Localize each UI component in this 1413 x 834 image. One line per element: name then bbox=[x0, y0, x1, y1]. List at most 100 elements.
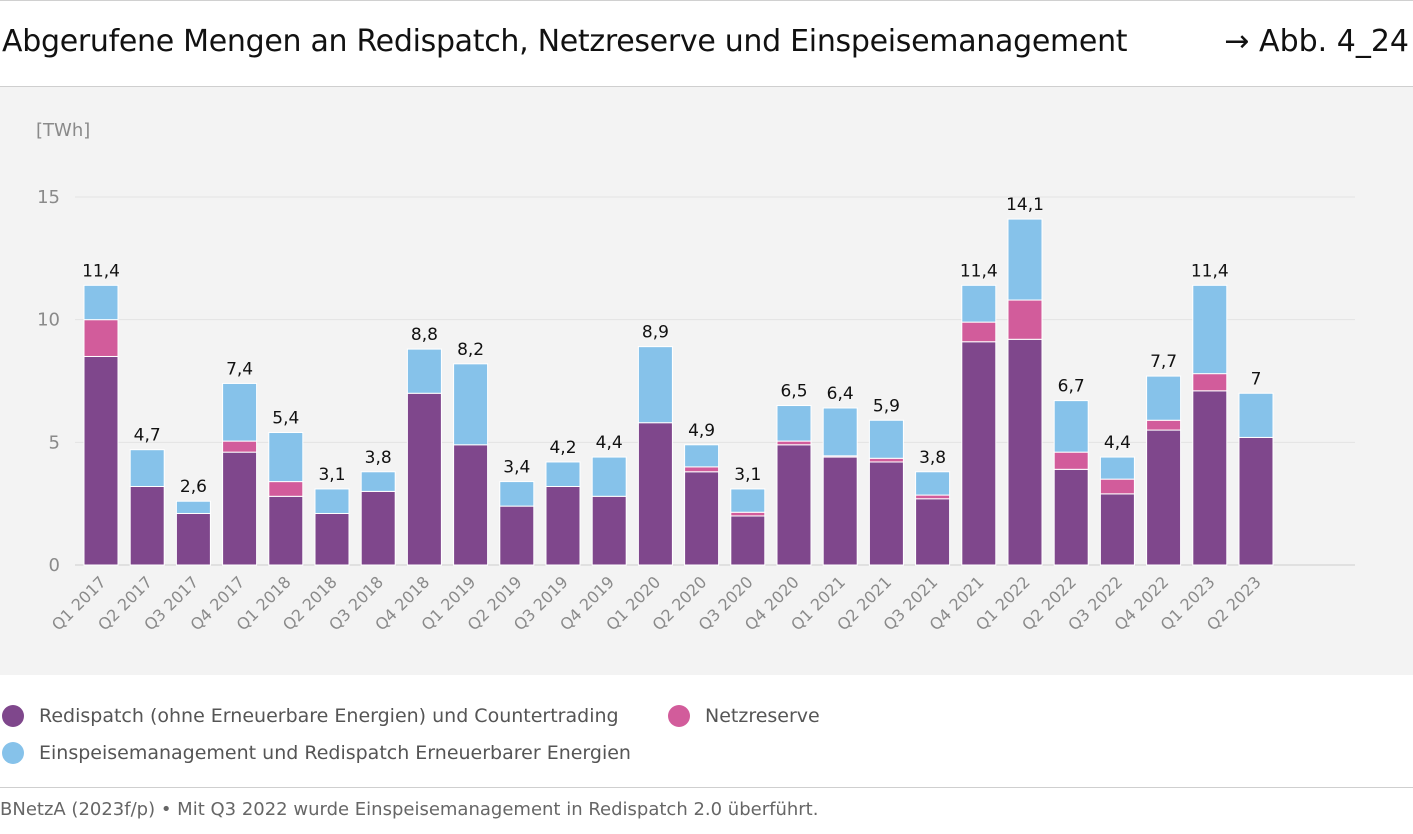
bar-segment-redispatch bbox=[545, 485, 581, 566]
bar-segment-redispatch bbox=[1053, 468, 1089, 566]
bar-segment-redispatch bbox=[730, 515, 766, 566]
y-tick-label: 10 bbox=[37, 310, 60, 331]
legend-label-redispatch: Redispatch (ohne Erneuerbare Energien) u… bbox=[39, 705, 619, 727]
legend-item-netzreserve: Netzreserve bbox=[668, 705, 820, 727]
bar-segment-netzreserve bbox=[776, 440, 812, 446]
legend-dot-redispatch-icon bbox=[2, 705, 24, 727]
legend-label-netzreserve: Netzreserve bbox=[705, 705, 820, 727]
bar-segment-redispatch bbox=[915, 498, 951, 566]
bar-segment-redispatch bbox=[360, 490, 396, 566]
bar-segment-einspeise bbox=[776, 405, 812, 442]
bar-total-label: 8,8 bbox=[411, 325, 438, 345]
bar-segment-einspeise bbox=[684, 444, 720, 468]
bar-segment-netzreserve bbox=[1007, 299, 1043, 340]
bar-segment-netzreserve bbox=[222, 440, 258, 453]
bar-segment-netzreserve bbox=[1053, 451, 1089, 470]
bar-segment-netzreserve bbox=[83, 319, 119, 357]
bar-segment-redispatch bbox=[129, 485, 165, 566]
bar-total-label: 3,1 bbox=[318, 465, 345, 485]
bar-total-label: 4,2 bbox=[549, 438, 576, 458]
bar-segment-redispatch bbox=[499, 505, 535, 566]
bar-total-label: 3,8 bbox=[365, 448, 392, 468]
bar-segment-redispatch bbox=[822, 456, 858, 566]
bar-segment-einspeise bbox=[1007, 218, 1043, 301]
bar-segment-einspeise bbox=[637, 346, 673, 424]
bar-total-label: 11,4 bbox=[1191, 261, 1229, 281]
bar-segment-redispatch bbox=[684, 471, 720, 566]
bar-segment-einspeise bbox=[1238, 392, 1274, 438]
y-tick-label: 5 bbox=[49, 432, 60, 453]
bar-total-label: 8,9 bbox=[642, 323, 669, 343]
bar-total-label: 8,2 bbox=[457, 340, 484, 360]
bar-segment-einspeise bbox=[545, 461, 581, 487]
bar-total-label: 5,9 bbox=[873, 396, 900, 416]
legend-item-einspeise: Einspeisemanagement und Redispatch Erneu… bbox=[2, 742, 631, 764]
bar-total-label: 3,8 bbox=[919, 448, 946, 468]
bar-segment-netzreserve bbox=[1099, 478, 1135, 495]
bar-segment-einspeise bbox=[1099, 456, 1135, 480]
bar-total-label: 7 bbox=[1251, 369, 1262, 389]
bar-segment-redispatch bbox=[868, 461, 904, 566]
bar-total-label: 4,9 bbox=[688, 421, 715, 441]
bar-segment-redispatch bbox=[268, 495, 304, 566]
bar-segment-einspeise bbox=[268, 432, 304, 483]
top-divider bbox=[0, 0, 1413, 1]
bar-segment-redispatch bbox=[222, 451, 258, 566]
bar-segment-einspeise bbox=[730, 488, 766, 513]
bar-segment-einspeise bbox=[822, 407, 858, 457]
bar-segment-redispatch bbox=[406, 392, 442, 566]
bar-total-label: 6,5 bbox=[780, 382, 807, 402]
y-axis-unit-label: [TWh] bbox=[36, 120, 90, 141]
bar-segment-einspeise bbox=[1146, 375, 1182, 421]
footer-divider bbox=[0, 787, 1413, 788]
bar-segment-redispatch bbox=[1007, 338, 1043, 566]
chart-area: [TWh] 0 5 10 15 11,4 Q1 2017 4,7 Q2 2017 2,6 Q3 20… bbox=[0, 87, 1413, 675]
bar-segment-einspeise bbox=[175, 500, 211, 514]
y-tick-label: 0 bbox=[49, 555, 60, 576]
bar-segment-einspeise bbox=[868, 419, 904, 459]
bar-segment-netzreserve bbox=[868, 457, 904, 463]
bar-segment-einspeise bbox=[961, 284, 997, 323]
bar-total-label: 3,1 bbox=[734, 465, 761, 485]
bar-segment-netzreserve bbox=[1146, 419, 1182, 431]
bar-total-label: 4,7 bbox=[134, 426, 161, 446]
figure-reference-link[interactable]: → Abb. 4_24 bbox=[1224, 24, 1409, 59]
legend-dot-netzreserve-icon bbox=[668, 705, 690, 727]
bar-segment-redispatch bbox=[1099, 493, 1135, 566]
bar-segment-einspeise bbox=[129, 449, 165, 487]
bar-segment-redispatch bbox=[1238, 436, 1274, 566]
bar-total-label: 11,4 bbox=[82, 261, 120, 281]
bar-total-label: 14,1 bbox=[1006, 195, 1044, 215]
bar-total-label: 3,4 bbox=[503, 458, 530, 478]
legend-label-einspeise: Einspeisemanagement und Redispatch Erneu… bbox=[39, 742, 631, 764]
bar-total-label: 2,6 bbox=[180, 477, 207, 497]
bar-segment-einspeise bbox=[83, 284, 119, 321]
bar-total-label: 7,4 bbox=[226, 359, 253, 379]
bar-segment-redispatch bbox=[961, 341, 997, 566]
legend-dot-einspeise-icon bbox=[2, 742, 24, 764]
bar-total-label: 4,4 bbox=[596, 433, 623, 453]
legend-item-redispatch: Redispatch (ohne Erneuerbare Energien) u… bbox=[2, 705, 619, 727]
header: Abgerufene Mengen an Redispatch, Netzres… bbox=[0, 0, 1413, 87]
bar-segment-netzreserve bbox=[915, 494, 951, 500]
bar-segment-redispatch bbox=[637, 422, 673, 566]
bar-segment-redispatch bbox=[175, 512, 211, 566]
bar-segment-einspeise bbox=[406, 348, 442, 394]
bar-segment-einspeise bbox=[453, 363, 489, 446]
bar-segment-redispatch bbox=[591, 495, 627, 566]
bar-segment-netzreserve bbox=[1192, 373, 1228, 392]
bar-segment-redispatch bbox=[314, 512, 350, 566]
bar-segment-netzreserve bbox=[268, 481, 304, 497]
bar-total-label: 11,4 bbox=[960, 261, 998, 281]
bar-segment-einspeise bbox=[915, 471, 951, 496]
bar-total-label: 5,4 bbox=[272, 409, 299, 429]
bar-segment-einspeise bbox=[1192, 284, 1228, 375]
bar-total-label: 4,4 bbox=[1104, 433, 1131, 453]
bar-segment-netzreserve bbox=[730, 511, 766, 517]
bar-segment-netzreserve bbox=[961, 321, 997, 343]
bar-segment-einspeise bbox=[222, 382, 258, 442]
bar-segment-redispatch bbox=[453, 444, 489, 566]
bar-segment-netzreserve bbox=[684, 466, 720, 473]
bar-segment-einspeise bbox=[499, 481, 535, 507]
bar-total-label: 6,4 bbox=[827, 384, 854, 404]
